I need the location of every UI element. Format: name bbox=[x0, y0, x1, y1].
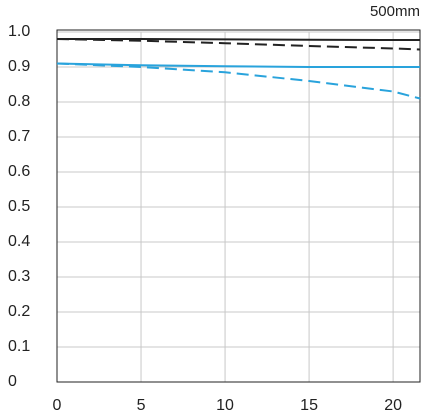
plot-frame bbox=[56, 29, 421, 383]
x-tick-label: 5 bbox=[137, 397, 146, 414]
x-tick-label: 15 bbox=[300, 397, 318, 414]
x-tick-label: 0 bbox=[53, 397, 62, 414]
y-tick-label: 0.4 bbox=[8, 233, 30, 250]
y-tick-label: 0.1 bbox=[8, 338, 30, 355]
series-line bbox=[56, 62, 421, 100]
y-tick-label: 0 bbox=[8, 373, 17, 390]
y-tick-label: 0.8 bbox=[8, 93, 30, 110]
series-line bbox=[57, 38, 420, 42]
y-tick-label: 0.7 bbox=[8, 128, 30, 145]
x-tick-label: 20 bbox=[384, 397, 402, 414]
y-tick-label: 0.6 bbox=[8, 163, 30, 180]
chart-title: 500mm bbox=[370, 3, 420, 20]
x-tick-label: 10 bbox=[216, 397, 234, 414]
y-tick-label: 0.2 bbox=[8, 303, 30, 320]
series-line bbox=[56, 62, 420, 68]
y-tick-label: 1.0 bbox=[8, 23, 30, 40]
y-tick-label: 0.9 bbox=[8, 58, 30, 75]
y-tick-label: 0.5 bbox=[8, 198, 30, 215]
y-tick-label: 0.3 bbox=[8, 268, 30, 285]
